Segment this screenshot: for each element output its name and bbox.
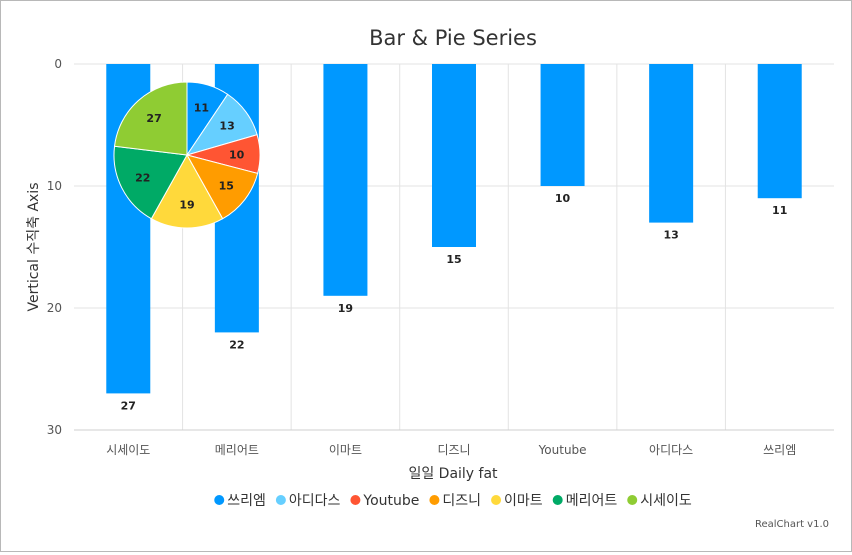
x-tick-label: 이마트 [329,443,362,457]
bar-labels: 27 22 19 15 10 13 11 [121,192,788,412]
legend-marker [275,495,286,505]
bar-data-label: 22 [229,338,244,351]
legend-marker [350,495,361,505]
legend-label: 디즈니 [442,493,481,509]
pie-slice [113,81,188,156]
pie-data-label: 22 [135,171,150,184]
bar [540,64,585,186]
pie-slice [185,154,259,220]
y-tick-label: 30 [47,423,62,437]
bar-data-label: 10 [555,192,571,205]
legend-label: 시세이도 [640,493,692,509]
legend-label: 아디다스 [289,493,341,509]
legend-marker [491,495,502,505]
legend-marker [429,495,440,505]
bar [432,64,476,247]
bar [323,64,368,296]
x-axis-title: 일일 Daily fat [408,466,498,482]
y-tick-label: 10 [47,179,62,193]
legend: 쓰리엠 아디다스 Youtube 디즈니 이마트 메리어트 시세이도 [214,493,692,509]
x-tick-label: 시세이도 [106,443,150,457]
legend-label: 메리어트 [566,493,618,509]
bar [649,64,694,223]
credits: RealChart v1.0 [755,519,829,530]
bar-data-label: 13 [663,229,678,242]
pie-series: 11 13 10 15 19 22 27 [113,81,261,229]
pie-data-label: 10 [229,148,245,161]
chart-title: Bar & Pie Series [369,26,537,50]
pie-data-label: 13 [219,120,234,133]
pie-slice [113,145,188,220]
pie-data-label: 15 [219,179,234,192]
legend-marker [552,495,563,505]
bar-data-label: 15 [446,253,461,266]
bar-data-label: 19 [338,302,353,315]
x-tick-label: 쓰리엠 [763,443,796,457]
legend-marker [214,495,225,505]
x-tick-label: 디즈니 [437,443,470,457]
pie-slice [150,153,224,229]
x-tick-label: Youtube [538,443,587,457]
x-axis-ticks: 시세이도 메리어트 이마트 디즈니 Youtube 아디다스 쓰리엠 [106,443,796,457]
x-tick-label: 아디다스 [649,443,693,457]
bar-series [106,64,802,394]
y-tick-label: 20 [47,301,62,315]
bar-data-label: 27 [121,399,136,412]
legend-label: Youtube [362,493,419,509]
legend-label: 쓰리엠 [227,493,266,509]
y-axis-title: Vertical 수직축 Axis [26,183,42,312]
legend-marker [627,495,638,505]
pie-data-label: 19 [179,199,194,212]
legend-label: 이마트 [504,493,543,509]
x-tick-label: 메리어트 [215,443,259,457]
pie-data-label: 27 [146,112,161,125]
y-axis-ticks: 0 10 20 30 [47,57,62,437]
bar-data-label: 11 [772,204,787,217]
bar [757,64,802,199]
pie-data-label: 11 [194,102,209,115]
y-tick-label: 0 [54,57,62,71]
